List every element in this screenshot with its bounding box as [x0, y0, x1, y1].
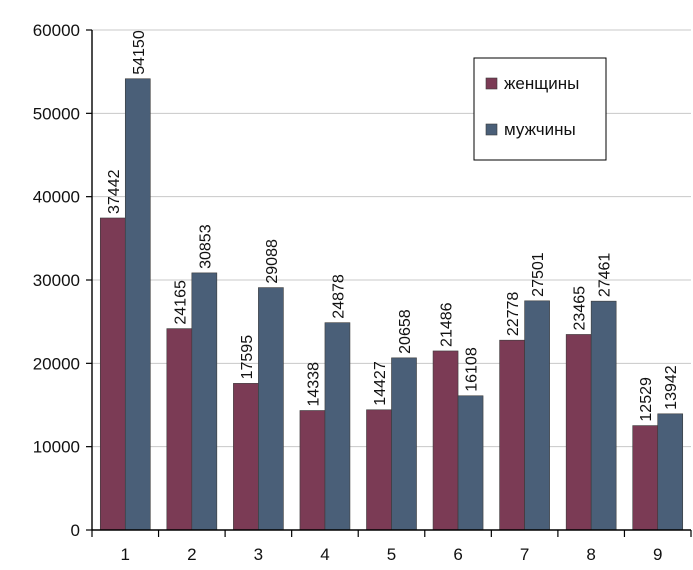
legend-swatch-men	[485, 123, 498, 136]
legend-label-men: мужчины	[504, 120, 576, 139]
data-label: 54150	[131, 30, 148, 75]
y-tick-label: 10000	[33, 438, 80, 457]
bar-men	[191, 272, 218, 531]
bar-men	[324, 322, 351, 531]
x-tick-label: 9	[653, 545, 662, 564]
bar-women	[632, 425, 659, 531]
y-tick-label: 40000	[33, 188, 80, 207]
data-label: 21486	[439, 302, 456, 347]
x-tick-label: 2	[187, 545, 196, 564]
bar-women	[233, 383, 259, 531]
data-label: 14427	[372, 361, 389, 406]
bar-men	[391, 357, 417, 531]
y-tick-label: 20000	[33, 354, 80, 373]
data-label: 14338	[305, 362, 322, 407]
data-label: 29088	[264, 239, 281, 284]
data-label: 16108	[464, 347, 481, 392]
data-label: 27461	[597, 253, 614, 298]
legend: женщины мужчины	[473, 57, 607, 161]
data-label: 24165	[172, 280, 189, 325]
bar-men	[258, 287, 284, 531]
bar-men	[457, 395, 484, 531]
bar-men	[657, 413, 684, 531]
data-label: 17595	[239, 335, 256, 380]
y-axis-ticks: 0 10000 20000 30000 40000 50000 60000	[33, 21, 92, 540]
x-tick-label: 4	[320, 545, 329, 564]
x-tick-label: 1	[121, 545, 130, 564]
bar-women	[299, 410, 326, 531]
y-tick-label: 50000	[33, 104, 80, 123]
x-tick-label: 7	[520, 545, 529, 564]
bar-women	[432, 350, 459, 531]
data-label: 30853	[197, 224, 214, 269]
data-label: 12529	[638, 377, 655, 422]
x-tick-label: 5	[387, 545, 396, 564]
bar-women	[366, 409, 392, 531]
y-tick-label: 30000	[33, 271, 80, 290]
x-tick-label: 8	[586, 545, 595, 564]
y-tick-label: 60000	[33, 21, 80, 40]
data-label: 13942	[663, 365, 680, 410]
bar-women	[99, 217, 126, 531]
legend-label-women: женщины	[504, 74, 579, 93]
legend-swatch-women	[485, 77, 498, 90]
legend-box	[473, 57, 607, 161]
bar-men	[590, 300, 617, 531]
bar-men	[524, 300, 550, 531]
bar-women	[166, 328, 193, 531]
bar-men	[124, 78, 151, 531]
data-label: 23465	[572, 286, 589, 331]
data-label: 37442	[106, 169, 123, 214]
x-axis-ticks: 1 2 3 4 5 6 7 8 9	[91, 530, 692, 564]
data-labels: 37442 54150 24165 30853 17595 29088 14338 24878…	[106, 30, 680, 421]
bar-women	[565, 334, 592, 531]
x-tick-label: 3	[254, 545, 263, 564]
y-tick-label: 0	[71, 521, 80, 540]
data-label: 27501	[530, 252, 547, 297]
data-label: 22778	[505, 292, 522, 337]
data-label: 20658	[397, 309, 414, 354]
bars	[99, 78, 684, 531]
data-label: 24878	[330, 274, 347, 319]
x-tick-label: 6	[453, 545, 462, 564]
bar-women	[499, 339, 525, 531]
